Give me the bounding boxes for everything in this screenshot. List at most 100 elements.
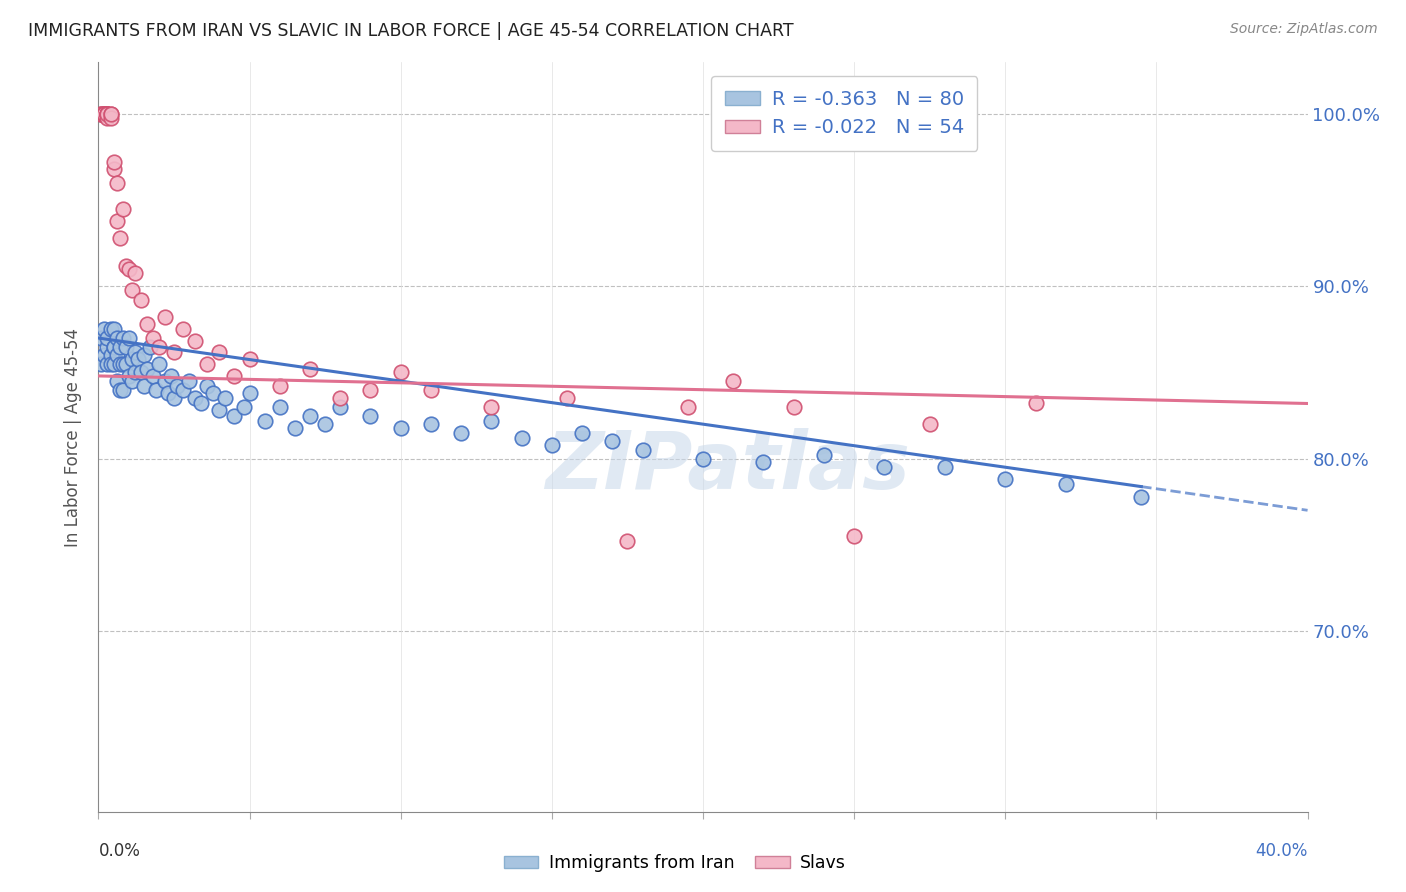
Point xyxy=(129,366,152,380)
Point xyxy=(145,383,167,397)
Point xyxy=(90,107,112,121)
Point xyxy=(994,472,1017,486)
Point xyxy=(124,344,146,359)
Point xyxy=(555,392,578,406)
Point xyxy=(692,451,714,466)
Point xyxy=(105,374,128,388)
Point xyxy=(844,529,866,543)
Point xyxy=(100,107,122,121)
Point xyxy=(934,460,956,475)
Point xyxy=(118,262,141,277)
Text: 40.0%: 40.0% xyxy=(1256,842,1308,860)
Point xyxy=(96,357,118,371)
Point xyxy=(481,400,503,414)
Point xyxy=(96,331,118,345)
Point xyxy=(616,534,638,549)
Point xyxy=(676,400,699,414)
Point xyxy=(873,460,896,475)
Point xyxy=(108,340,131,354)
Point xyxy=(208,344,231,359)
Point xyxy=(100,348,122,362)
Point xyxy=(239,386,262,401)
Point xyxy=(121,283,143,297)
Text: ZIPatlas: ZIPatlas xyxy=(544,428,910,506)
Point xyxy=(96,107,118,121)
Point xyxy=(602,434,624,449)
Point xyxy=(723,374,745,388)
Point xyxy=(360,409,382,423)
Point xyxy=(156,386,179,401)
Point xyxy=(153,310,176,325)
Point xyxy=(103,340,125,354)
Point xyxy=(284,420,307,434)
Text: IMMIGRANTS FROM IRAN VS SLAVIC IN LABOR FORCE | AGE 45-54 CORRELATION CHART: IMMIGRANTS FROM IRAN VS SLAVIC IN LABOR … xyxy=(28,22,794,40)
Point xyxy=(163,344,186,359)
Point xyxy=(179,374,201,388)
Point xyxy=(132,348,155,362)
Point xyxy=(121,351,143,366)
Point xyxy=(103,357,125,371)
Point xyxy=(93,107,115,121)
Point xyxy=(540,438,562,452)
Point xyxy=(93,348,115,362)
Point xyxy=(481,414,503,428)
Point xyxy=(111,331,134,345)
Point xyxy=(329,392,352,406)
Point xyxy=(96,107,118,121)
Point xyxy=(239,351,262,366)
Point xyxy=(163,392,186,406)
Point xyxy=(184,392,207,406)
Point xyxy=(90,357,112,371)
Point xyxy=(105,348,128,362)
Point xyxy=(269,379,291,393)
Point xyxy=(114,357,136,371)
Point xyxy=(172,383,194,397)
Point xyxy=(232,400,254,414)
Point xyxy=(135,362,157,376)
Point xyxy=(172,322,194,336)
Point xyxy=(111,202,134,216)
Point xyxy=(1130,490,1153,504)
Point xyxy=(103,155,125,169)
Point xyxy=(299,362,322,376)
Point xyxy=(121,374,143,388)
Point xyxy=(105,214,128,228)
Point xyxy=(105,331,128,345)
Point xyxy=(114,340,136,354)
Point xyxy=(96,111,118,125)
Point xyxy=(195,379,218,393)
Point xyxy=(224,368,246,383)
Point xyxy=(90,331,112,345)
Point xyxy=(127,351,149,366)
Point xyxy=(813,448,835,462)
Point xyxy=(1054,477,1077,491)
Point xyxy=(96,340,118,354)
Point xyxy=(100,107,122,121)
Point xyxy=(184,334,207,349)
Point xyxy=(195,357,218,371)
Point xyxy=(389,420,412,434)
Point xyxy=(202,386,225,401)
Point xyxy=(118,368,141,383)
Point xyxy=(111,357,134,371)
Point xyxy=(96,107,118,121)
Point xyxy=(571,425,593,440)
Point xyxy=(118,331,141,345)
Point xyxy=(420,417,443,432)
Point xyxy=(90,107,112,121)
Point xyxy=(190,396,212,410)
Point xyxy=(124,366,146,380)
Point xyxy=(93,322,115,336)
Point xyxy=(783,400,806,414)
Point xyxy=(90,107,112,121)
Point xyxy=(148,357,170,371)
Point xyxy=(132,379,155,393)
Point xyxy=(93,107,115,121)
Legend: Immigrants from Iran, Slavs: Immigrants from Iran, Slavs xyxy=(496,847,853,879)
Point xyxy=(100,322,122,336)
Point xyxy=(135,318,157,332)
Point xyxy=(96,107,118,121)
Text: Source: ZipAtlas.com: Source: ZipAtlas.com xyxy=(1230,22,1378,37)
Text: 0.0%: 0.0% xyxy=(98,842,141,860)
Point xyxy=(253,414,276,428)
